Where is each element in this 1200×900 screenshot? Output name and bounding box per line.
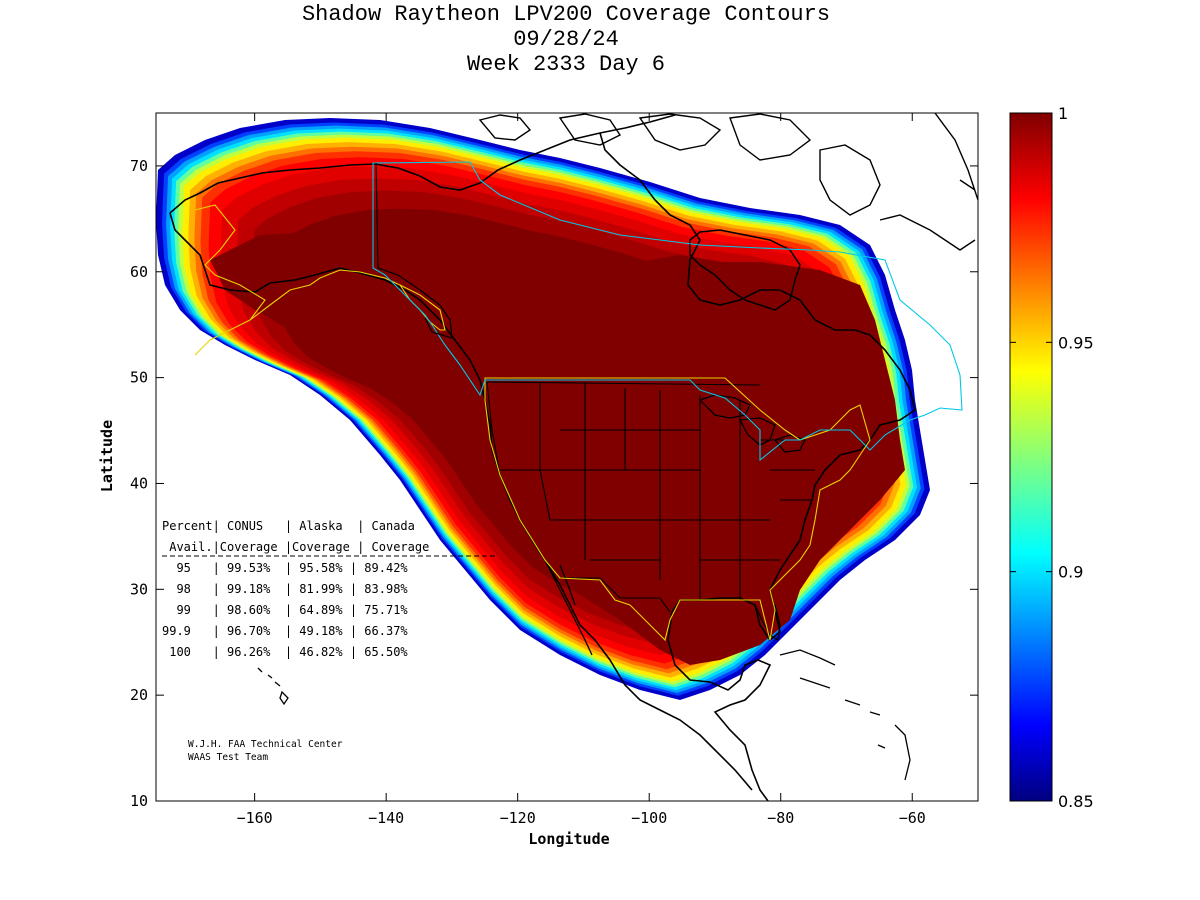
table-header-1: Percent| CONUS | Alaska | Canada	[162, 519, 415, 533]
colorbar-tick-label: 1	[1058, 104, 1068, 123]
y-tick-label: 60	[130, 263, 148, 281]
colorbar-tick-label: 0.9	[1058, 563, 1083, 582]
map-date: 09/28/24	[513, 27, 619, 52]
coastline-florida	[754, 604, 781, 642]
y-tick-label: 20	[130, 686, 148, 704]
y-tick-label: 50	[130, 369, 148, 387]
arctic-islands	[478, 113, 978, 251]
caribbean	[779, 649, 911, 781]
y-axis-label: Latitude	[98, 420, 116, 492]
service-boundary	[194, 204, 871, 642]
x-tick-label: −60	[899, 809, 926, 827]
coastline-baja	[544, 559, 593, 656]
y-axis-ticks: 10 20 30 40 50 60 70	[130, 157, 978, 810]
colorbar	[1009, 112, 1053, 802]
table-header-2: Avail.|Coverage |Coverage | Coverage	[162, 540, 429, 554]
x-axis-label: Longitude	[528, 830, 609, 848]
map-week: Week 2333 Day 6	[466, 52, 666, 77]
y-tick-label: 30	[130, 580, 148, 598]
x-tick-label: −100	[631, 809, 667, 827]
hawaii	[257, 667, 289, 706]
table-row: 100 | 96.26% | 46.82% | 65.50%	[162, 645, 408, 659]
coverage-table: Percent| CONUS | Alaska | Canada Avail.|…	[162, 519, 495, 659]
x-tick-label: −160	[237, 809, 273, 827]
table-row: 99 | 98.60% | 64.89% | 75.71%	[162, 603, 408, 617]
x-tick-label: −80	[767, 809, 794, 827]
y-tick-label: 70	[130, 157, 148, 175]
credit-line-1: W.J.H. FAA Technical Center	[188, 739, 343, 750]
alaska-canada-border	[375, 162, 453, 339]
hudson-bay	[689, 229, 801, 311]
y-tick-label: 10	[130, 792, 148, 810]
x-axis-ticks: −160 −140 −120 −100 −80 −60	[237, 113, 926, 827]
title-block: Shadow Raytheon LPV200 Coverage Contours…	[0, 2, 1132, 77]
table-row: 98 | 99.18% | 81.99% | 83.98%	[162, 582, 408, 596]
colorbar-tick-label: 0.85	[1058, 792, 1094, 811]
coverage-core	[210, 232, 905, 665]
table-row: 99.9 | 96.70% | 49.18% | 66.37%	[162, 624, 408, 638]
canada-boundary	[372, 161, 963, 462]
plot-frame	[155, 112, 979, 802]
colorbar-ticks: 1 0.95 0.9 0.85	[1010, 104, 1094, 811]
x-tick-label: −120	[500, 809, 536, 827]
coastline-north-america	[169, 114, 916, 801]
table-row: 95 | 99.53% | 95.58% | 89.42%	[162, 561, 408, 575]
colorbar-tick-label: 0.95	[1058, 333, 1094, 352]
x-tick-label: −140	[368, 809, 404, 827]
y-tick-label: 40	[130, 474, 148, 492]
map-title: Shadow Raytheon LPV200 Coverage Contours	[301, 2, 831, 27]
political-borders	[194, 161, 963, 642]
credit-line-2: WAAS Test Team	[188, 752, 268, 763]
